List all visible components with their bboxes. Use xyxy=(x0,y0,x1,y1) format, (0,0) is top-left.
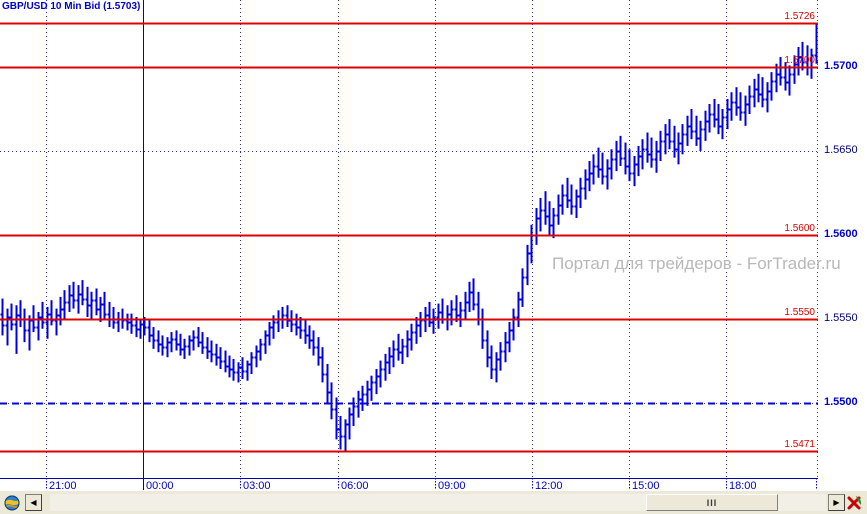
scroll-right-arrow: ▶ xyxy=(833,497,840,507)
time-tick xyxy=(629,478,630,491)
chart-title: GBP/USD 10 Min Bid (1.5703) xyxy=(2,1,141,12)
ohlc-chart-svg xyxy=(0,0,818,478)
time-axis-label: 21:00 xyxy=(49,480,77,492)
price-level-tag: 1.5726 xyxy=(784,11,815,23)
horizontal-scrollbar-thumb[interactable]: III xyxy=(646,494,778,511)
time-axis-label: 06:00 xyxy=(341,480,369,492)
time-tick xyxy=(435,478,436,491)
time-tick xyxy=(532,478,533,491)
price-axis-label: 1.5650 xyxy=(824,143,858,156)
price-axis-label: 1.5700 xyxy=(824,60,858,73)
time-tick xyxy=(816,478,817,491)
price-level-tag: 1.5600 xyxy=(784,222,815,234)
globe-icon[interactable] xyxy=(4,495,20,511)
chart-plot-area[interactable]: 1.5726 1.5700 1.5600 1.5550 1.5471 xyxy=(0,0,818,478)
price-axis-label: 1.5600 xyxy=(824,227,858,240)
time-tick xyxy=(240,478,241,491)
time-tick xyxy=(338,478,339,491)
close-icon[interactable] xyxy=(847,495,863,511)
time-axis-label: 09:00 xyxy=(438,480,466,492)
time-axis-label: 00:00 xyxy=(146,480,174,492)
price-axis-label: 1.5550 xyxy=(824,311,858,324)
scroll-left-arrow: ◀ xyxy=(30,497,37,507)
price-level-tag: 1.5550 xyxy=(784,306,815,318)
scroll-left-button[interactable]: ◀ xyxy=(25,494,42,511)
price-level-tag: 1.5700 xyxy=(784,55,815,67)
time-axis-divider xyxy=(0,478,818,479)
price-axis[interactable]: 1.5700 1.5650 1.5600 1.5550 1.5500 xyxy=(818,0,867,478)
time-tick xyxy=(726,478,727,491)
scroll-right-button[interactable]: ▶ xyxy=(828,494,845,511)
bottom-toolbar: ◀ III ▶ xyxy=(0,490,867,514)
watermark-text: Портал для трейдеров - ForTrader.ru xyxy=(552,254,841,273)
time-axis-label: 18:00 xyxy=(729,480,757,492)
time-axis-label: 15:00 xyxy=(632,480,660,492)
horizontal-scrollbar-track[interactable] xyxy=(50,494,826,511)
price-axis-label: 1.5500 xyxy=(824,395,858,408)
price-level-tag: 1.5471 xyxy=(784,439,815,451)
time-tick xyxy=(46,478,47,491)
time-tick xyxy=(143,478,144,491)
time-axis-label: 12:00 xyxy=(535,480,563,492)
ohlc-series xyxy=(0,23,818,452)
time-axis-label: 03:00 xyxy=(243,480,271,492)
